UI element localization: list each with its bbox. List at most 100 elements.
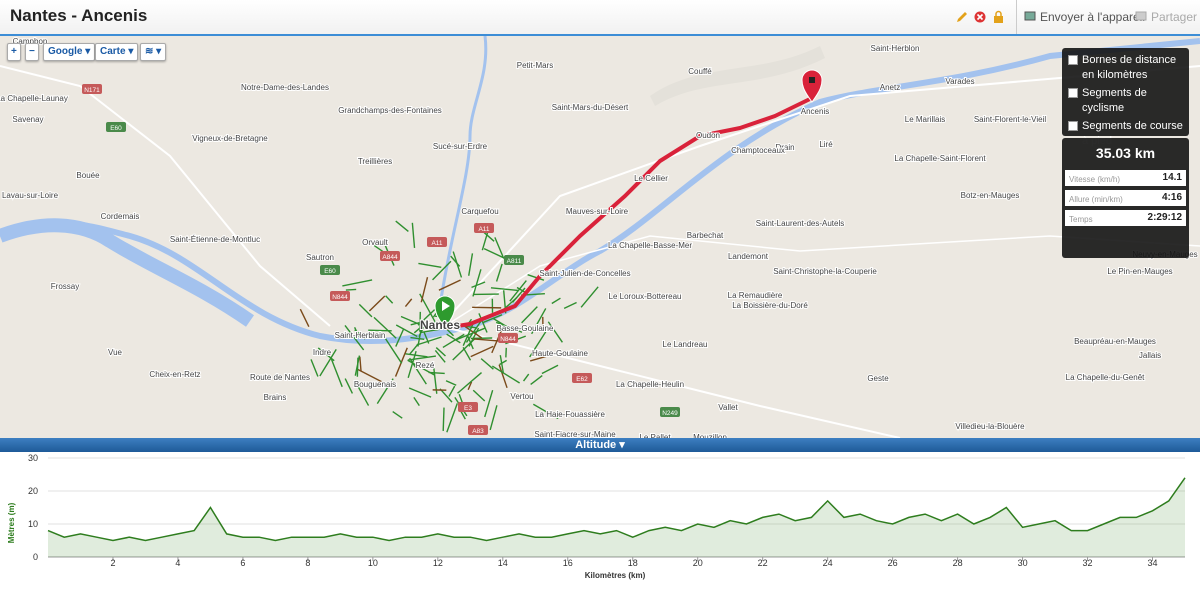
map-label: Petit-Mars xyxy=(517,61,553,70)
zoom-in[interactable]: + xyxy=(7,43,21,61)
x-tick-label: 30 xyxy=(1018,558,1028,568)
road-shield-label: A11 xyxy=(478,226,489,233)
cycling-segment xyxy=(547,321,563,343)
road-shield-label: N844 xyxy=(500,336,516,343)
provider-select[interactable]: Google ▾ xyxy=(43,43,96,61)
cycling-segment xyxy=(319,349,337,377)
cycling-segment xyxy=(395,220,409,232)
map-label: Le Pin-en-Mauges xyxy=(1107,267,1172,276)
cycling-segment xyxy=(541,364,559,375)
map-label: Carquefou xyxy=(461,207,498,216)
lock-icon[interactable] xyxy=(994,16,1003,23)
road-shield-label: A811 xyxy=(507,258,522,265)
cycling-segment xyxy=(353,327,360,337)
legend-checkbox[interactable]: Bornes de distance en kilomètres xyxy=(1062,53,1189,83)
zoom-out[interactable]: − xyxy=(25,43,39,61)
map-label: Saint-Julien-de-Concelles xyxy=(539,269,630,278)
map-label: Basse-Goulaine xyxy=(497,324,554,333)
map-label: Frossay xyxy=(51,282,79,291)
map-label: Vallet xyxy=(718,403,738,412)
map-label: Campbon xyxy=(13,37,48,46)
stat-value: 4:16 xyxy=(1161,192,1182,203)
stat-label: Temps xyxy=(1069,215,1093,224)
map: Campbon Notre-Dame-des-Landes La Chapelle-… xyxy=(0,36,1200,438)
cycling-segment xyxy=(442,333,465,349)
map-label: Saint-Laurent-des-Autels xyxy=(756,219,845,228)
cycling-segment xyxy=(460,410,466,420)
x-tick-label: 34 xyxy=(1148,558,1158,568)
road-shield xyxy=(427,237,447,247)
x-axis-label: Kilomètres (km) xyxy=(585,571,646,580)
map-label: La Chapelle-Launay xyxy=(0,94,68,103)
cycling-segment xyxy=(439,388,453,403)
map-label: Couffé xyxy=(688,67,712,76)
stats-panel: 35.03 km Vitesse (km/h) 14.1 Allure (min/… xyxy=(1062,138,1189,258)
share-button[interactable]: Partager xyxy=(1151,10,1198,24)
map-label: Saint-Christophe-la-Couperie xyxy=(773,267,877,276)
send-icon xyxy=(1024,11,1036,21)
cycling-segment xyxy=(357,368,383,383)
x-tick-label: 4 xyxy=(175,558,180,568)
end-marker[interactable] xyxy=(801,69,823,103)
legend-label: Bornes de distance en kilomètres xyxy=(1082,54,1177,81)
cycling-segment xyxy=(466,334,474,350)
cycling-segment xyxy=(359,356,362,372)
edit-icon[interactable] xyxy=(957,12,967,22)
cycling-segment xyxy=(473,338,501,342)
map-label: Le Marillais xyxy=(905,115,945,124)
map-label: Vue xyxy=(108,348,122,357)
cycling-segment xyxy=(465,318,483,343)
layers-select[interactable]: ≋ ▾ xyxy=(140,43,167,61)
map-label: Notre-Dame-des-Landes xyxy=(241,83,329,92)
map-label: Bouée xyxy=(76,171,100,180)
x-tick-label: 12 xyxy=(433,558,443,568)
cycling-segment xyxy=(310,359,319,377)
cycling-segment xyxy=(345,288,357,291)
map-label: Mouzillon xyxy=(693,433,727,438)
cycling-segment xyxy=(495,263,503,282)
map-label: Le Pallet xyxy=(639,433,671,438)
stat-value: 14.1 xyxy=(1162,172,1182,183)
route xyxy=(444,96,813,330)
map-label: Cheix-en-Retz xyxy=(149,370,200,379)
legend-checkbox[interactable]: Segments de cyclisme xyxy=(1062,86,1189,116)
road-shield-label: N844 xyxy=(332,294,348,301)
x-tick-label: 20 xyxy=(693,558,703,568)
x-tick-label: 22 xyxy=(758,558,768,568)
provider-label: Google xyxy=(48,46,83,57)
road-shield xyxy=(458,402,478,412)
road-shield xyxy=(380,251,400,261)
cycling-segment xyxy=(491,365,520,384)
map-label: Vertou xyxy=(510,392,533,401)
road-shield-label: E60 xyxy=(110,125,122,132)
cycling-segment xyxy=(438,279,461,291)
cycling-segment xyxy=(498,364,508,389)
cycling-segment xyxy=(446,403,458,433)
cycling-segment xyxy=(450,255,461,267)
map-label: Saint-Étienne-de-Montluc xyxy=(170,235,260,244)
cycling-segment xyxy=(531,308,547,335)
cycling-segment xyxy=(432,260,452,281)
map-type-select[interactable]: Carte ▾ xyxy=(95,43,139,61)
cycling-segment xyxy=(448,385,456,397)
cycling-segment xyxy=(445,380,457,386)
cycling-segment xyxy=(471,281,486,289)
cycling-segment xyxy=(462,322,474,346)
send-button[interactable]: Envoyer à l'appareil xyxy=(1040,10,1146,24)
map-label: Jallais xyxy=(1139,351,1161,360)
map-label: Anetz xyxy=(880,83,900,92)
stat-row: Allure (min/km) 4:16 xyxy=(1065,190,1186,206)
altitude-bar[interactable]: Altitude ▾ xyxy=(0,438,1200,452)
x-tick-label: 26 xyxy=(888,558,898,568)
x-tick-label: 16 xyxy=(563,558,573,568)
start-marker[interactable] xyxy=(434,295,456,329)
map-label: Savenay xyxy=(12,115,43,124)
stat-value: 2:29:12 xyxy=(1147,212,1182,223)
cycling-segment xyxy=(408,387,432,398)
map-label: Mauves-sur-Loire xyxy=(566,207,629,216)
map-label: Saint-Fiacre-sur-Maine xyxy=(534,430,616,438)
cycling-segment xyxy=(489,405,498,431)
map-label: Geste xyxy=(867,374,889,383)
stat-label: Vitesse (km/h) xyxy=(1069,175,1120,184)
map-label: Liré xyxy=(819,140,833,149)
